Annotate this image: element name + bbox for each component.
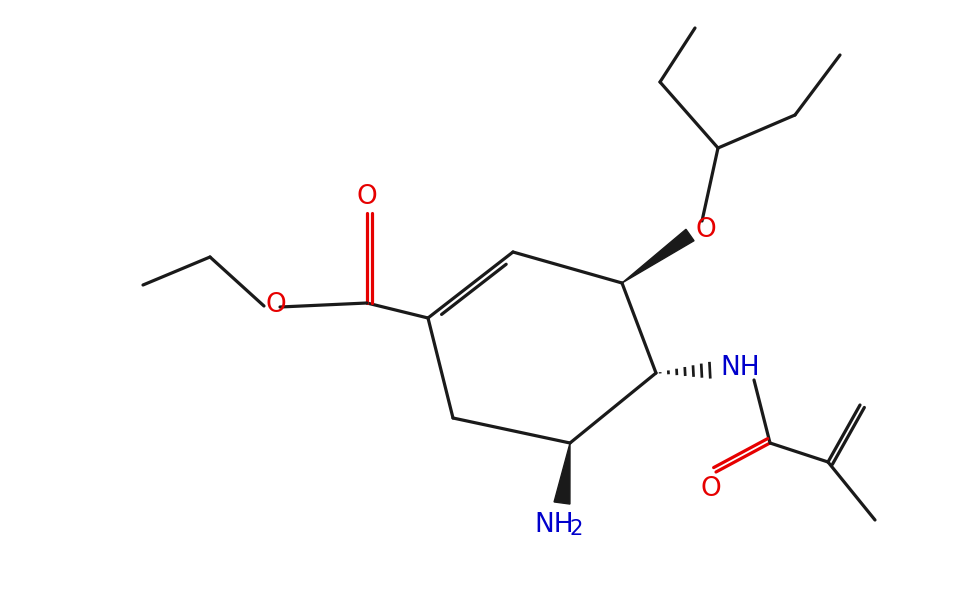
Polygon shape bbox=[622, 229, 694, 283]
Text: 2: 2 bbox=[569, 519, 583, 539]
Text: O: O bbox=[701, 476, 721, 502]
Text: O: O bbox=[696, 217, 716, 243]
Text: O: O bbox=[356, 184, 378, 210]
Polygon shape bbox=[554, 443, 570, 504]
Text: O: O bbox=[265, 292, 287, 318]
Text: NH: NH bbox=[720, 355, 760, 381]
Text: NH: NH bbox=[534, 512, 574, 538]
